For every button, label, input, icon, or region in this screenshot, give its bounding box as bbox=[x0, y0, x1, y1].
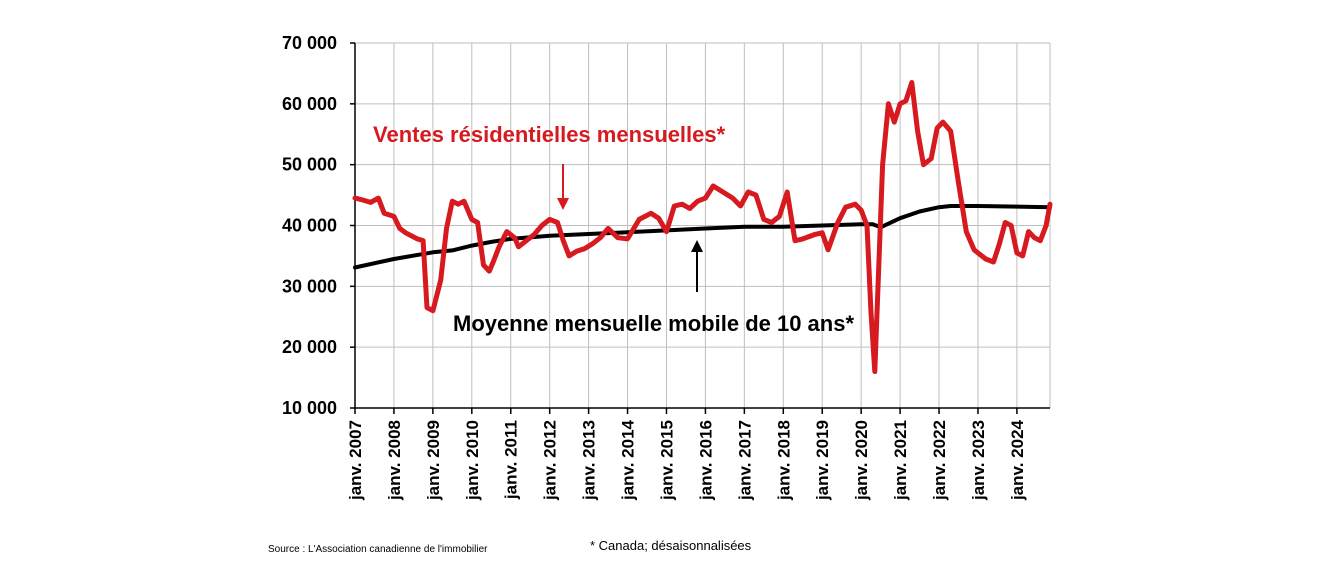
sales-arrow-head bbox=[557, 198, 569, 210]
average-arrow-head bbox=[691, 240, 703, 252]
x-tick-label: janv. 2020 bbox=[852, 420, 871, 501]
x-tick-label: janv. 2019 bbox=[813, 420, 832, 501]
y-tick-label: 20 000 bbox=[282, 337, 337, 357]
x-tick-label: janv. 2021 bbox=[891, 420, 910, 501]
x-tick-label: janv. 2016 bbox=[696, 420, 715, 501]
sales-series-label: Ventes résidentielles mensuelles* bbox=[373, 122, 726, 147]
x-tick-label: janv. 2010 bbox=[463, 420, 482, 501]
y-axis: 10 000 20 000 30 000 40 000 50 000 60 000 70 0… bbox=[282, 33, 356, 418]
x-tick-label: janv. 2023 bbox=[969, 420, 988, 501]
x-tick-label: janv. 2012 bbox=[541, 420, 560, 501]
average-series-label: Moyenne mensuelle mobile de 10 ans* bbox=[453, 311, 854, 336]
grid bbox=[354, 42, 1051, 409]
x-tick-label: janv. 2017 bbox=[735, 420, 754, 501]
x-tick-label: janv. 2015 bbox=[657, 420, 676, 501]
y-tick-label: 30 000 bbox=[282, 276, 337, 296]
x-tick-label: janv. 2013 bbox=[580, 420, 599, 501]
y-tick-label: 10 000 bbox=[282, 398, 337, 418]
sales-series-line bbox=[352, 80, 1053, 374]
average-series-line bbox=[353, 204, 1052, 270]
source-note: Source : L'Association canadienne de l'i… bbox=[268, 544, 488, 555]
x-tick-label: janv. 2011 bbox=[502, 420, 521, 500]
x-tick-label: janv. 2014 bbox=[619, 419, 638, 501]
x-tick-label: janv. 2024 bbox=[1008, 419, 1027, 501]
x-tick-label: janv. 2018 bbox=[774, 420, 793, 501]
y-tick-label: 70 000 bbox=[282, 33, 337, 53]
series-lines bbox=[352, 80, 1053, 374]
x-tick-label: janv. 2022 bbox=[930, 420, 949, 501]
y-tick-label: 50 000 bbox=[282, 155, 337, 175]
x-tick-label: janv. 2008 bbox=[385, 420, 404, 501]
y-tick-label: 60 000 bbox=[282, 94, 337, 114]
footnote: * Canada; désaisonnalisées bbox=[590, 538, 752, 553]
x-tick-label: janv. 2009 bbox=[424, 420, 443, 501]
x-tick-label: janv. 2007 bbox=[346, 420, 365, 501]
y-tick-label: 40 000 bbox=[282, 216, 337, 236]
x-axis: janv. 2007 janv. 2008 janv. 2009 janv. 2010… bbox=[346, 407, 1050, 501]
